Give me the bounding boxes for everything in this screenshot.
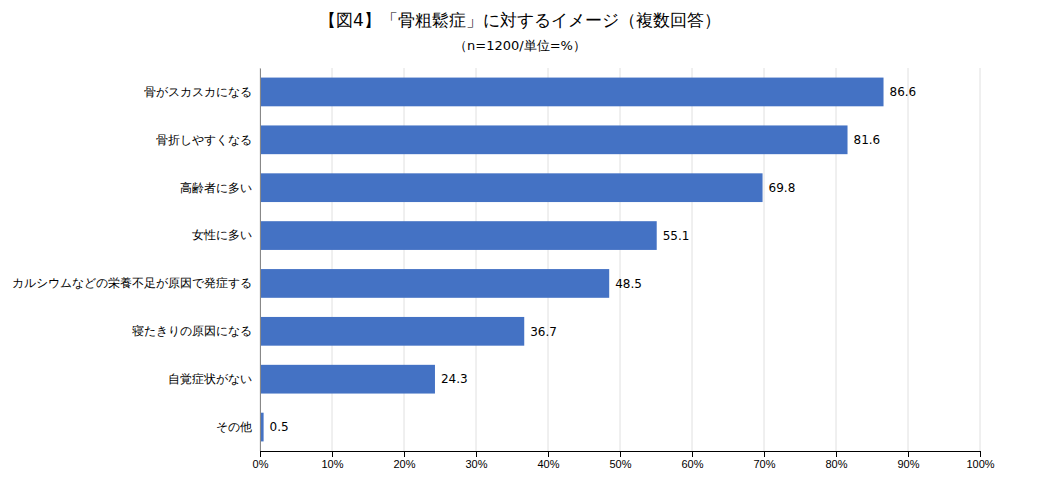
x-tick-label: 10% bbox=[321, 458, 343, 470]
data-label: 86.6 bbox=[890, 85, 917, 99]
data-label: 24.3 bbox=[441, 372, 468, 386]
bars bbox=[260, 78, 884, 442]
bar bbox=[260, 78, 884, 107]
x-tick-mark bbox=[836, 451, 837, 457]
subtitle: （n=1200/単位=%） bbox=[454, 38, 586, 53]
data-label: 81.6 bbox=[854, 133, 881, 147]
grid-line bbox=[836, 68, 837, 451]
y-tick: 寝たきりの原因になる bbox=[132, 324, 252, 338]
data-label: 69.8 bbox=[769, 181, 796, 195]
y-tick-label: 骨折しやすくなる bbox=[156, 133, 252, 147]
x-tick-label: 40% bbox=[537, 458, 559, 470]
x-tick-mark bbox=[476, 451, 477, 457]
y-tick-label: 骨がスカスカになる bbox=[144, 85, 252, 99]
y-tick-label: 高齢者に多い bbox=[180, 181, 252, 195]
grid bbox=[260, 68, 980, 451]
x-tick-mark bbox=[548, 451, 549, 457]
title: 【図4】「骨粗鬆症」に対するイメージ（複数回答） bbox=[319, 10, 721, 30]
y-tick: 高齢者に多い bbox=[180, 181, 252, 195]
x-tick-label: 90% bbox=[897, 458, 919, 470]
grid-line bbox=[476, 68, 477, 451]
y-tick: 自覚症状がない bbox=[168, 372, 252, 386]
x-tick-label: 20% bbox=[393, 458, 415, 470]
x-tick-label: 70% bbox=[753, 458, 775, 470]
y-tick: カルシウムなどの栄養不足が原因で発症する bbox=[12, 276, 252, 290]
y-tick: その他 bbox=[216, 420, 252, 434]
bar bbox=[260, 365, 435, 394]
data-label: 36.7 bbox=[530, 325, 557, 339]
y-tick-label: 女性に多い bbox=[192, 228, 252, 242]
bar bbox=[260, 317, 524, 346]
x-tick-mark bbox=[908, 451, 909, 457]
x-tick-label: 0% bbox=[253, 458, 269, 470]
x-tick-mark bbox=[980, 451, 981, 457]
grid-line bbox=[548, 68, 549, 451]
x-tick-label: 60% bbox=[681, 458, 703, 470]
grid-line bbox=[260, 68, 261, 451]
grid-line bbox=[908, 68, 909, 451]
grid-line bbox=[692, 68, 693, 451]
x-tick: 20% bbox=[393, 451, 415, 470]
bar bbox=[260, 125, 848, 154]
x-tick-mark bbox=[620, 451, 621, 457]
x-tick-mark bbox=[260, 451, 261, 457]
bar bbox=[260, 221, 657, 250]
y-tick: 骨折しやすくなる bbox=[156, 133, 252, 147]
x-tick-label: 100% bbox=[966, 458, 994, 470]
bar bbox=[260, 173, 763, 202]
x-tick-label: 80% bbox=[825, 458, 847, 470]
y-tick-label: カルシウムなどの栄養不足が原因で発症する bbox=[12, 276, 252, 290]
chart: 【図4】「骨粗鬆症」に対するイメージ（複数回答） （n=1200/単位=%） 86.… bbox=[0, 0, 1040, 487]
grid-line bbox=[980, 68, 981, 451]
x-tick-label: 50% bbox=[609, 458, 631, 470]
x-tick: 80% bbox=[825, 451, 847, 470]
x-tick: 30% bbox=[465, 451, 487, 470]
x-tick: 90% bbox=[897, 451, 919, 470]
y-tick-label: 寝たきりの原因になる bbox=[132, 324, 252, 338]
x-tick: 70% bbox=[753, 451, 775, 470]
bar bbox=[260, 269, 609, 298]
x-axis-line bbox=[261, 452, 981, 458]
x-tick-mark bbox=[404, 451, 405, 457]
data-label: 0.5 bbox=[270, 420, 289, 434]
x-axis: 0% 10% 20% 30% 40% 50% 60% 70% 80% 90% 100% bbox=[253, 451, 995, 470]
x-tick: 60% bbox=[681, 451, 703, 470]
x-tick-mark bbox=[332, 451, 333, 457]
y-tick: 骨がスカスカになる bbox=[144, 85, 252, 99]
x-tick: 10% bbox=[321, 451, 343, 470]
data-labels: 86.6 81.6 69.8 55.1 48.5 36.7 24.3 0.5 bbox=[270, 85, 917, 434]
y-axis: 骨がスカスカになる骨折しやすくなる高齢者に多い女性に多いカルシウムなどの栄養不足… bbox=[12, 69, 261, 452]
data-label: 48.5 bbox=[615, 277, 642, 291]
y-tick-label: その他 bbox=[216, 420, 252, 434]
grid-line bbox=[620, 68, 621, 451]
x-tick: 100% bbox=[966, 451, 994, 470]
y-axis-line bbox=[260, 69, 261, 452]
x-tick-mark bbox=[692, 451, 693, 457]
plot-area: 86.6 81.6 69.8 55.1 48.5 36.7 24.3 0.5 bbox=[260, 68, 980, 451]
x-tick: 50% bbox=[609, 451, 631, 470]
x-tick-mark bbox=[764, 451, 765, 457]
x-tick-label: 30% bbox=[465, 458, 487, 470]
grid-line bbox=[764, 68, 765, 451]
y-tick-label: 自覚症状がない bbox=[168, 372, 252, 386]
data-label: 55.1 bbox=[663, 229, 690, 243]
x-tick: 0% bbox=[253, 451, 269, 470]
x-tick: 40% bbox=[537, 451, 559, 470]
y-tick: 女性に多い bbox=[192, 228, 252, 242]
